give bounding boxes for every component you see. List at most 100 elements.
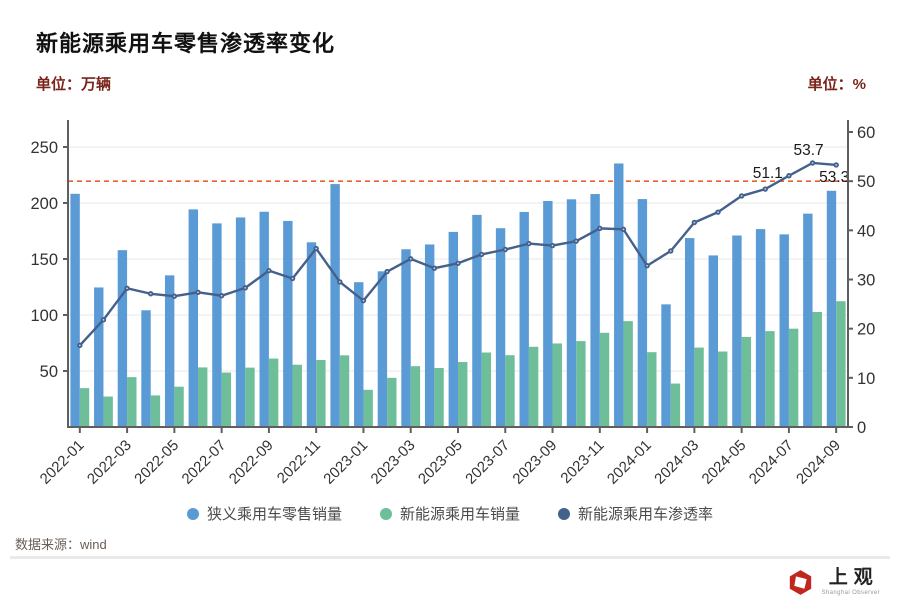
svg-text:2024-07: 2024-07 bbox=[746, 437, 797, 488]
svg-text:30: 30 bbox=[857, 272, 875, 290]
bar-nev bbox=[694, 347, 704, 427]
point-label: 53.3 bbox=[819, 169, 849, 186]
bars-nev bbox=[79, 301, 846, 427]
svg-text:2022-11: 2022-11 bbox=[274, 437, 324, 487]
bar-nev bbox=[150, 395, 161, 427]
bar-retail bbox=[755, 229, 766, 427]
bar-retail bbox=[826, 190, 837, 427]
bar-nev bbox=[458, 362, 468, 427]
bar-retail bbox=[495, 228, 506, 427]
legend-item-retail[interactable]: 狭义乘用车零售销量 bbox=[186, 503, 342, 524]
bar-retail bbox=[472, 214, 482, 427]
bar-retail bbox=[330, 184, 340, 427]
bar-retail bbox=[235, 217, 246, 427]
bar-retail bbox=[70, 193, 80, 427]
svg-text:20: 20 bbox=[857, 321, 875, 339]
bar-retail bbox=[566, 199, 577, 427]
bar-retail bbox=[448, 231, 458, 427]
bar-retail bbox=[188, 209, 198, 427]
bar-retail bbox=[614, 163, 624, 428]
bar-nev bbox=[552, 343, 562, 427]
bar-nev bbox=[316, 360, 326, 427]
svg-text:2022-05: 2022-05 bbox=[131, 437, 182, 488]
point-labels: 51.1 53.7 53.3 bbox=[753, 142, 850, 186]
svg-text:40: 40 bbox=[857, 222, 875, 240]
bar-retail bbox=[661, 304, 671, 427]
svg-text:2023-01: 2023-01 bbox=[320, 437, 371, 488]
page-title: 新能源乘用车零售渗透率变化 bbox=[36, 31, 336, 56]
bar-nev bbox=[363, 389, 373, 427]
bar-retail bbox=[283, 220, 293, 427]
bar-nev bbox=[812, 311, 822, 427]
bar-nev bbox=[221, 372, 232, 427]
bar-retail bbox=[637, 199, 648, 427]
bar-retail bbox=[732, 235, 742, 427]
svg-text:250: 250 bbox=[30, 139, 58, 157]
svg-text:10: 10 bbox=[857, 370, 875, 388]
x-axis-ticks: 2022-012022-032022-052022-072022-092022-… bbox=[37, 427, 844, 488]
svg-text:50: 50 bbox=[857, 173, 875, 191]
bar-nev bbox=[198, 367, 208, 427]
svg-text:60: 60 bbox=[857, 124, 875, 142]
bar-nev bbox=[741, 336, 752, 427]
legend-item-penetration[interactable]: 新能源乘用车渗透率 bbox=[558, 503, 713, 524]
bars-retail bbox=[70, 163, 837, 428]
bar-nev bbox=[434, 367, 444, 427]
bar-nev bbox=[576, 341, 586, 427]
svg-text:2022-07: 2022-07 bbox=[179, 437, 230, 488]
legend-dot-nev-icon bbox=[379, 507, 392, 520]
bar-retail bbox=[424, 244, 435, 427]
shangguan-logo: 上观 Shanghai Observer bbox=[787, 568, 881, 596]
shangguan-logo-icon bbox=[789, 569, 811, 595]
svg-text:2024-03: 2024-03 bbox=[651, 437, 702, 488]
right-axis-ticks: 0 10 20 30 40 50 60 bbox=[848, 124, 875, 437]
svg-text:0: 0 bbox=[857, 419, 866, 437]
bar-retail bbox=[590, 194, 600, 427]
logo-en-text: Shanghai Observer bbox=[821, 590, 880, 596]
legend-label-retail: 狭义乘用车零售销量 bbox=[206, 506, 342, 523]
bar-nev bbox=[481, 352, 492, 427]
bar-retail bbox=[306, 242, 317, 427]
bar-nev bbox=[127, 377, 137, 427]
bar-retail bbox=[141, 310, 151, 427]
bar-retail bbox=[212, 223, 222, 427]
bar-nev bbox=[410, 366, 421, 427]
svg-text:100: 100 bbox=[30, 307, 58, 325]
bar-nev bbox=[647, 352, 657, 427]
legend-dot-retail-icon bbox=[186, 507, 199, 520]
bar-retail bbox=[684, 238, 695, 427]
svg-text:150: 150 bbox=[30, 251, 58, 269]
bar-nev bbox=[387, 377, 397, 427]
unit-left-label: 单位：万辆 bbox=[36, 76, 112, 93]
legend: 狭义乘用车零售销量 新能源乘用车销量 新能源乘用车渗透率 bbox=[0, 503, 900, 524]
point-label: 53.7 bbox=[793, 142, 823, 159]
bar-retail bbox=[543, 200, 553, 427]
penetration-markers bbox=[77, 160, 839, 349]
bar-retail bbox=[779, 234, 789, 427]
bar-retail bbox=[401, 249, 411, 427]
bar-nev bbox=[599, 332, 610, 427]
footer-divider bbox=[10, 556, 890, 559]
bar-retail bbox=[259, 211, 269, 427]
point-label: 51.1 bbox=[753, 165, 783, 182]
bar-nev bbox=[788, 328, 799, 427]
svg-text:2024-09: 2024-09 bbox=[793, 437, 844, 488]
svg-text:2022-01: 2022-01 bbox=[37, 437, 88, 488]
bar-retail bbox=[803, 213, 813, 427]
svg-text:2023-11: 2023-11 bbox=[557, 437, 607, 487]
chart-canvas: 51.1 53.7 53.3 50 100 150 200 250 0 10 20 30 40 50 60 2… bbox=[30, 120, 875, 488]
data-source-label: 数据来源：wind bbox=[15, 537, 107, 552]
bar-nev bbox=[339, 355, 350, 427]
svg-text:2023-03: 2023-03 bbox=[368, 437, 419, 488]
svg-text:2022-03: 2022-03 bbox=[84, 437, 135, 488]
legend-item-nev[interactable]: 新能源乘用车销量 bbox=[379, 503, 520, 524]
bar-retail bbox=[354, 282, 364, 427]
legend-label-penetration: 新能源乘用车渗透率 bbox=[578, 506, 714, 523]
left-axis-ticks: 50 100 150 200 250 bbox=[30, 139, 68, 381]
legend-dot-penetration-icon bbox=[558, 507, 570, 520]
bar-nev bbox=[79, 388, 90, 427]
svg-text:50: 50 bbox=[40, 363, 58, 381]
bar-nev bbox=[836, 301, 846, 427]
svg-text:200: 200 bbox=[30, 195, 58, 213]
bar-nev bbox=[174, 386, 184, 427]
